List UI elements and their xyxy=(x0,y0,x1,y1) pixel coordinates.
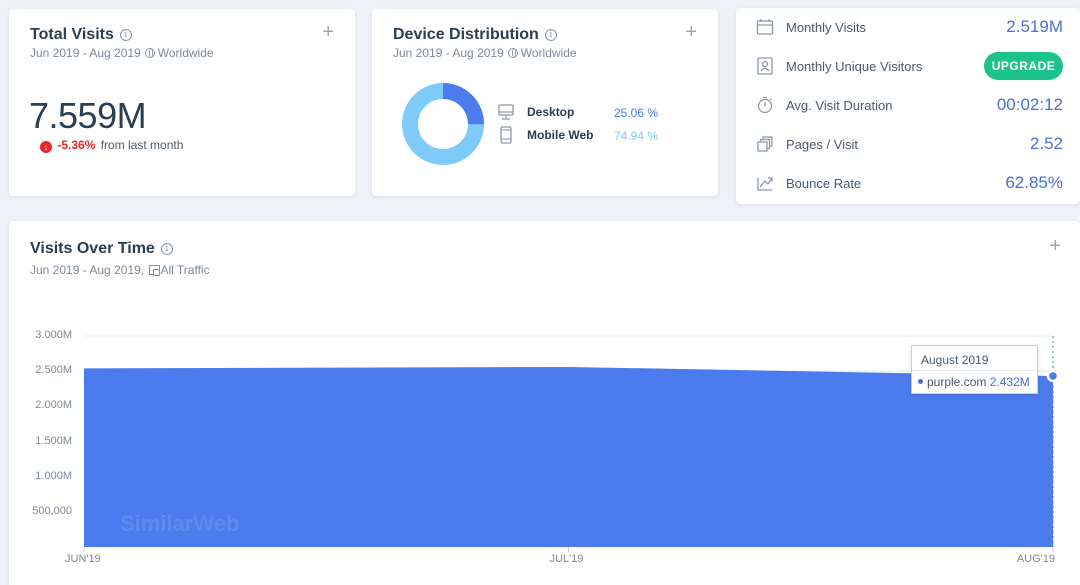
tooltip-series-name: purple.com xyxy=(927,375,987,389)
add-widget-button[interactable]: + xyxy=(322,21,334,43)
stopwatch-icon xyxy=(757,96,773,114)
add-widget-button[interactable]: + xyxy=(1049,235,1061,257)
info-icon[interactable]: i xyxy=(119,29,132,41)
metric-label: Monthly Visits xyxy=(786,20,866,35)
legend-desktop: Desktop 25.06 % xyxy=(498,103,698,123)
legend-mobile-web: Mobile Web 74.94 % xyxy=(498,126,698,146)
total-visits-title: Total Visits i xyxy=(30,26,132,44)
visits-over-time-card: Visits Over Time i Jun 2019 - Aug 2019, A… xyxy=(9,221,1080,585)
metric-value: 2.519M xyxy=(1006,17,1063,36)
metric-label: Bounce Rate xyxy=(786,176,862,191)
metric-avg-visit-duration: Avg. Visit Duration 00:02:12 xyxy=(736,86,1080,125)
tooltip-title: August 2019 xyxy=(921,353,989,367)
mobile-phone-icon xyxy=(500,126,512,144)
desktop-share: 25.06 % xyxy=(614,106,659,120)
visits-over-time-title: Visits Over Time i xyxy=(30,240,173,258)
metric-label: Pages / Visit xyxy=(786,137,859,152)
metric-label: Avg. Visit Duration xyxy=(786,98,893,113)
tooltip-row: purple.com 2.432M xyxy=(918,375,1030,389)
traffic-filter-icon xyxy=(149,265,161,276)
metric-monthly-visits: Monthly Visits 2.519M xyxy=(736,8,1080,47)
donut-slice-desktop xyxy=(402,83,484,165)
chart-tooltip: August 2019 purple.com 2.432M xyxy=(911,345,1038,394)
device-donut-chart xyxy=(402,83,484,165)
series-dot-icon xyxy=(918,379,923,384)
mobile-web-label: Mobile Web xyxy=(527,128,594,142)
total-visits-value: 7.559M xyxy=(29,95,147,136)
change-percent: -5.36% xyxy=(57,138,96,152)
globe-icon xyxy=(144,48,155,58)
desktop-label: Desktop xyxy=(527,105,575,119)
device-distribution-title: Device Distribution i xyxy=(393,26,557,44)
change-label: from last month xyxy=(100,138,184,152)
device-distribution-subtitle: Jun 2019 - Aug 2019 Worldwide xyxy=(393,46,577,60)
total-visits-subtitle: Jun 2019 - Aug 2019 Worldwide xyxy=(30,46,214,60)
add-widget-button[interactable]: + xyxy=(685,21,697,43)
calendar-icon xyxy=(756,19,774,35)
total-visits-card: Total Visits i Jun 2019 - Aug 2019 Worldwi… xyxy=(9,9,355,196)
upgrade-button[interactable]: UPGRADE xyxy=(984,52,1063,80)
x-tick-label: AUG'19 xyxy=(1016,553,1055,565)
y-tick-label: 1.000M xyxy=(35,469,72,482)
device-distribution-card: Device Distribution i Jun 2019 - Aug 2019… xyxy=(372,9,718,196)
metric-bounce-rate: Bounce Rate 62.85% xyxy=(736,164,1080,203)
tooltip-series-value: 2.432M xyxy=(989,375,1030,389)
y-tick-label: 1.500M xyxy=(35,434,72,447)
metric-monthly-unique-visitors: Monthly Unique Visitors UPGRADE xyxy=(736,47,1080,86)
y-tick-label: 2.000M xyxy=(35,399,72,412)
info-icon[interactable]: i xyxy=(544,29,557,41)
metric-label: Monthly Unique Visitors xyxy=(786,59,923,74)
engagement-metrics-card: Monthly Visits 2.519M Monthly Unique Vis… xyxy=(736,8,1080,204)
y-tick-label: 2.500M xyxy=(35,364,72,377)
globe-icon xyxy=(507,48,518,58)
x-tick-label: JUN'19 xyxy=(65,553,101,565)
metric-pages-per-visit: Pages / Visit 2.52 xyxy=(736,125,1080,164)
y-tick-label: 3.000M xyxy=(35,329,72,341)
y-tick-label: 500,000 xyxy=(32,504,72,517)
total-visits-change: ↓ -5.36% from last month xyxy=(40,138,183,153)
pages-icon xyxy=(757,136,773,152)
metric-value: 2.52 xyxy=(1029,134,1063,153)
bounce-icon xyxy=(757,177,773,191)
x-tick-label: JUL'19 xyxy=(549,553,584,565)
visits-over-time-subtitle: Jun 2019 - Aug 2019, All Traffic xyxy=(30,263,210,277)
arrow-down-icon: ↓ xyxy=(40,141,52,153)
traffic-filter[interactable]: All Traffic xyxy=(160,263,210,277)
mobile-web-share: 74.94 % xyxy=(614,129,659,143)
desktop-icon xyxy=(498,104,514,120)
id-card-icon xyxy=(757,57,773,75)
info-icon[interactable]: i xyxy=(160,243,173,255)
metric-value: 00:02:12 xyxy=(996,95,1063,114)
metric-value: 62.85% xyxy=(1005,173,1063,192)
